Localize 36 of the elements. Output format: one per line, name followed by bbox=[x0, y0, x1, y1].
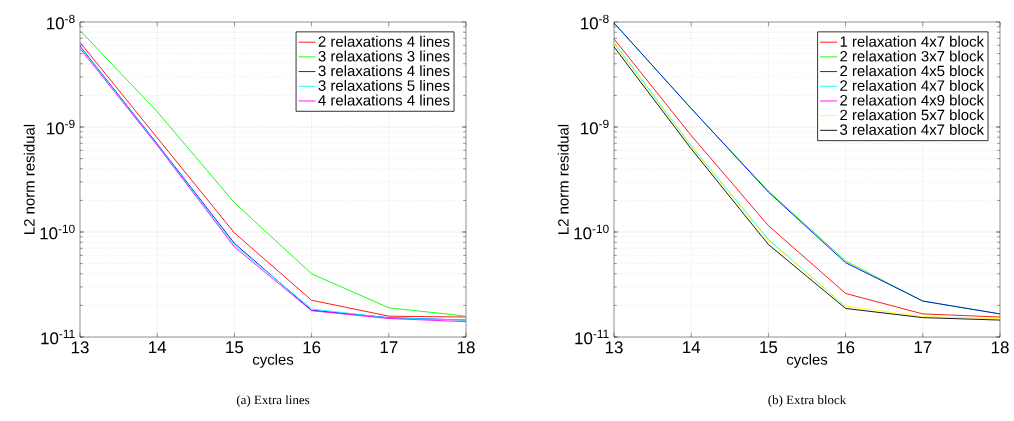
y-axis-title: L2 norm residual bbox=[23, 124, 35, 234]
x-tick-label: 13 bbox=[605, 341, 623, 354]
x-tick-label: 18 bbox=[991, 341, 1009, 354]
legend-label: 2 relaxation 3x7 block bbox=[840, 50, 985, 62]
y-tick-label: 10$^{-8}$ bbox=[581, 14, 609, 30]
x-tick-label: 16 bbox=[837, 341, 855, 354]
text: (b) Extra block bbox=[768, 395, 847, 407]
legend-label: 2 relaxations 4 lines bbox=[318, 35, 450, 47]
y-axis-title: L2 norm residual bbox=[557, 124, 569, 234]
x-tick-label: 13 bbox=[71, 341, 89, 354]
y-tick-label: 10$^{-9}$ bbox=[581, 119, 609, 135]
legend-label: 2 relaxation 4x9 block bbox=[840, 94, 985, 106]
x-tick-label: 17 bbox=[914, 341, 932, 354]
legend-label: 2 relaxation 5x7 block bbox=[840, 109, 985, 121]
legend-label: 3 relaxations 5 lines bbox=[318, 79, 450, 91]
legend-label: 2 relaxation 4x7 block bbox=[840, 79, 985, 91]
legend-label: 2 relaxation 4x5 block bbox=[840, 65, 985, 77]
y-tick-label: 10$^{-9}$ bbox=[47, 119, 75, 135]
legend-label: 4 relaxations 4 lines bbox=[318, 94, 450, 106]
y-tick-label: 10$^{-10}$ bbox=[574, 224, 609, 240]
legend-label: 3 relaxation 4x7 block bbox=[840, 123, 985, 135]
x-tick-label: 14 bbox=[149, 341, 167, 354]
y-tick-label: 10$^{-10}$ bbox=[40, 224, 75, 240]
x-tick-label: 14 bbox=[683, 341, 701, 354]
x-axis-title: cycles bbox=[252, 353, 294, 368]
x-tick-label: 15 bbox=[760, 341, 778, 354]
y-tick-label: 10$^{-8}$ bbox=[47, 14, 75, 30]
legend-label: 1 relaxation 4x7 block bbox=[840, 35, 985, 47]
text: (a) Extra lines bbox=[236, 395, 310, 407]
legend-label: 3 relaxations 4 lines bbox=[318, 65, 450, 77]
x-tick-label: 18 bbox=[457, 341, 475, 354]
x-axis-title: cycles bbox=[786, 353, 828, 368]
x-tick-label: 16 bbox=[303, 341, 321, 354]
x-tick-label: 17 bbox=[380, 341, 398, 354]
legend-label: 3 relaxations 3 lines bbox=[318, 50, 450, 62]
x-tick-label: 15 bbox=[226, 341, 244, 354]
